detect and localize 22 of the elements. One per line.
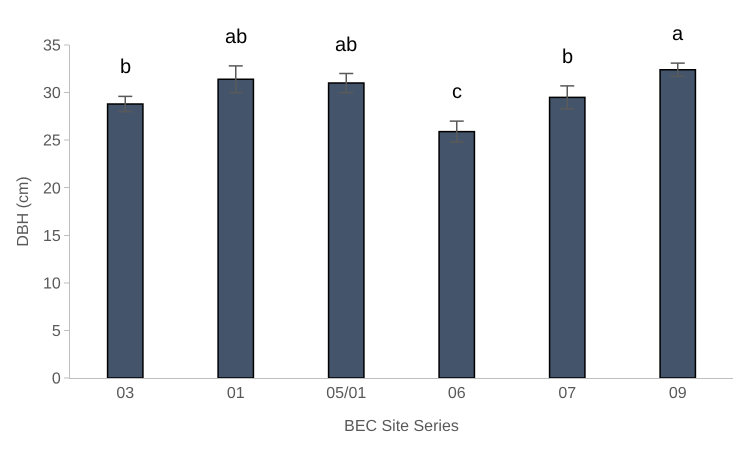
y-tick-label: 30 <box>43 85 61 102</box>
x-tick-label: 03 <box>116 385 134 402</box>
x-tick-label: 07 <box>558 385 576 402</box>
y-tick-label: 20 <box>43 180 61 198</box>
y-axis-title: DBH (cm) <box>15 176 32 247</box>
annotation: b <box>120 56 132 78</box>
x-axis-title: BEC Site Series <box>344 418 459 435</box>
x-tick-label: 06 <box>448 385 466 402</box>
x-tick-label: 05/01 <box>326 385 366 402</box>
x-tick-label: 09 <box>668 385 687 402</box>
x-tick-label: 01 <box>226 385 245 402</box>
y-tick-label: 5 <box>52 323 61 340</box>
y-tick-label: 25 <box>43 132 61 150</box>
annotation: b <box>562 46 574 68</box>
y-tick-label: 0 <box>52 370 61 388</box>
annotation: a <box>672 23 684 45</box>
annotation: ab <box>225 26 248 48</box>
annotation: ab <box>335 34 358 56</box>
y-tick-label: 35 <box>43 38 61 55</box>
y-tick-label: 15 <box>43 228 61 245</box>
annotation: c <box>452 81 462 103</box>
y-tick-label: 10 <box>43 275 61 292</box>
